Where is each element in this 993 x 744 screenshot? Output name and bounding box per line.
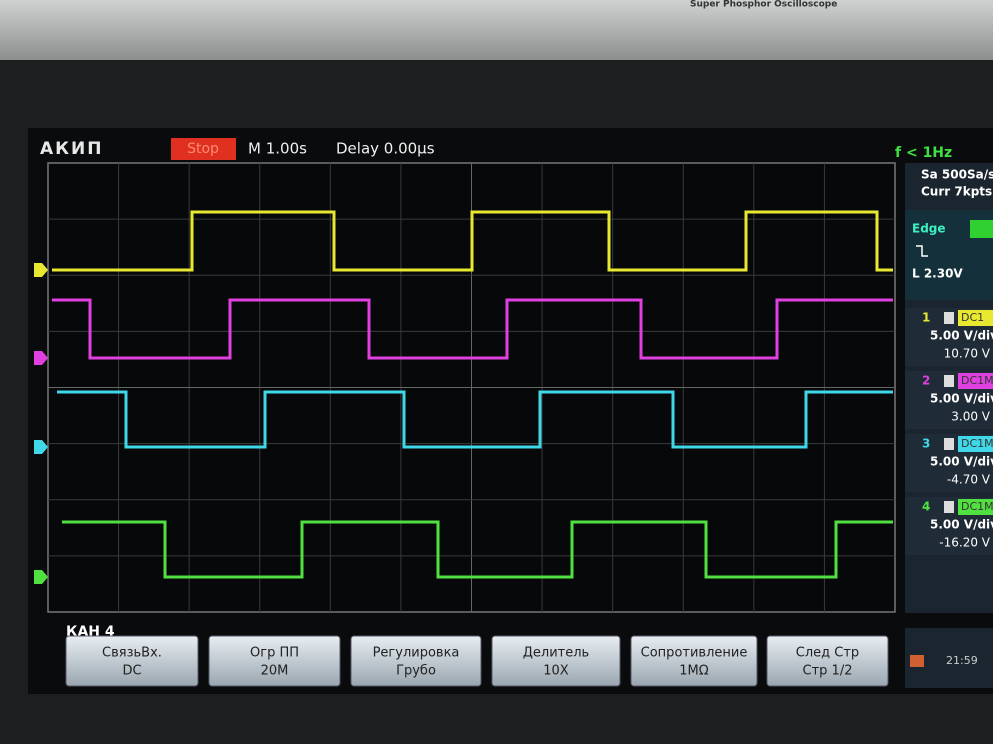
channel-number: 3	[922, 437, 930, 451]
bezel-top	[0, 0, 993, 60]
coupling: DC1M	[961, 374, 993, 387]
clock: 21:59	[946, 654, 978, 667]
channel-number: 2	[922, 374, 930, 388]
softkey-value: Стр 1/2	[803, 664, 853, 679]
scale: 5.00 V/div	[930, 392, 993, 406]
scale: 5.00 V/div	[930, 455, 993, 469]
softkey	[350, 635, 482, 687]
softkey	[65, 635, 199, 687]
offset: 10.70 V	[944, 347, 991, 361]
waveform	[57, 390, 893, 449]
timebase: M 1.00s	[248, 140, 307, 158]
offset: -4.70 V	[947, 473, 991, 487]
trigger-type: Edge	[912, 222, 946, 236]
edge-icon	[916, 245, 928, 257]
coupling-badge	[958, 310, 993, 326]
waveform	[52, 298, 893, 360]
softkey-label: Регулировка	[373, 646, 460, 661]
softkeys: СвязьВх. DC Огр ПП 20M Регулировка Грубо Делит…	[65, 635, 889, 687]
coupling: DC1M	[961, 500, 993, 513]
coupling-badge	[958, 436, 993, 452]
channel-marker	[34, 263, 48, 277]
softkey-label: Делитель	[523, 646, 589, 661]
trigger-level: L 2.30V	[912, 267, 963, 281]
stop-badge	[171, 138, 236, 160]
channel-number: 4	[922, 500, 930, 514]
softkey-label: След Стр	[796, 646, 859, 661]
coupling-badge	[958, 499, 993, 515]
lan-icon	[910, 655, 924, 667]
coupling: DC1	[961, 311, 984, 324]
softkey-value: 1MΩ	[679, 664, 708, 679]
channel-marker	[34, 570, 48, 584]
channel-icon	[944, 312, 954, 324]
offset: 3.00 V	[951, 410, 991, 424]
channel-marker	[34, 440, 48, 454]
channel-number: 1	[922, 311, 930, 325]
sample-rate: Sa 500Sa/s	[921, 168, 993, 182]
softkey	[208, 635, 341, 687]
channel-boxes: 1 DC1 5.00 V/div 10.70 V 2 DC1M 5.00 V/div 3.00…	[905, 308, 993, 555]
trigger-source	[970, 220, 993, 238]
run-state: Stop	[187, 141, 219, 157]
delay: Delay 0.00μs	[336, 140, 435, 158]
softkey	[630, 635, 758, 687]
softkey-label: Сопротивление	[641, 646, 748, 661]
bezel-text: Super Phosphor Oscilloscope	[690, 0, 837, 10]
channel-marker	[34, 351, 48, 365]
waveform	[52, 210, 893, 272]
scale: 5.00 V/div	[930, 329, 993, 343]
frequency: f < 1Hz	[895, 145, 952, 161]
memory-depth: Curr 7kpts	[921, 185, 992, 199]
brand: АКИП	[40, 139, 104, 159]
softkey-label: Огр ПП	[250, 646, 299, 661]
softkey	[491, 635, 621, 687]
softkey-value: DC	[122, 664, 141, 679]
softkey	[766, 635, 889, 687]
softkey-value: 10X	[543, 664, 569, 679]
softkey-label: СвязьВх.	[102, 646, 162, 661]
channel-icon	[944, 375, 954, 387]
offset: -16.20 V	[939, 536, 990, 550]
coupling: DC1M	[961, 437, 993, 450]
waveform	[62, 520, 893, 579]
softkey-value: Грубо	[396, 664, 436, 679]
channel-icon	[944, 438, 954, 450]
scale: 5.00 V/div	[930, 518, 993, 532]
channel-icon	[944, 501, 954, 513]
waveforms	[34, 210, 893, 584]
coupling-badge	[958, 373, 993, 389]
softkey-value: 20M	[261, 664, 289, 679]
